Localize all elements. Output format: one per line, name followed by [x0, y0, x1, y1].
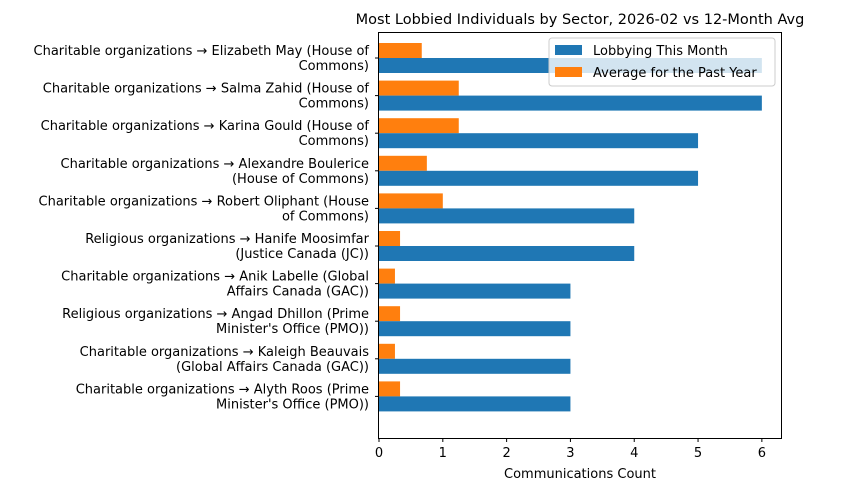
bar-past-year-avg: [379, 43, 422, 58]
y-tick-label: Charitable organizations → Salma Zahid (…: [43, 82, 370, 112]
bar-past-year-avg: [379, 381, 401, 397]
plot-area: [379, 43, 762, 412]
legend: Lobbying This Month Average for the Past…: [548, 37, 776, 87]
x-axis: 0 1 2 3 4 5 6: [375, 438, 766, 461]
bar-past-year-avg: [379, 118, 459, 134]
bar-past-year-avg: [379, 193, 443, 209]
y-tick-label: Charitable organizations → Alyth Roos (P…: [76, 382, 369, 412]
bar-this-month: [379, 246, 635, 261]
x-tick-label: 1: [439, 446, 447, 461]
bar-this-month: [379, 396, 571, 412]
x-tick-label: 0: [375, 446, 383, 461]
bar-this-month: [379, 208, 635, 224]
y-tick-label: Religious organizations → Hanife Moosimf…: [85, 232, 369, 262]
x-tick-label: 3: [566, 446, 574, 461]
bar-past-year-avg: [379, 306, 401, 322]
x-tick-label: 6: [758, 446, 766, 461]
bar-this-month: [379, 95, 762, 111]
bar-this-month: [379, 283, 571, 299]
legend-swatch-past-year: [555, 67, 582, 77]
bar-this-month: [379, 358, 571, 374]
legend-box: [548, 37, 776, 87]
bar-this-month: [379, 170, 699, 186]
bar-past-year-avg: [379, 155, 427, 171]
legend-swatch-this-month: [555, 45, 582, 55]
bar-past-year-avg: [379, 268, 395, 284]
y-tick-label: Charitable organizations → Kaleigh Beauv…: [80, 345, 370, 375]
y-axis: Charitable organizations → Elizabeth May…: [34, 44, 379, 412]
x-axis-label: Communications Count: [504, 467, 656, 482]
bar-past-year-avg: [379, 80, 459, 96]
y-tick-label: Charitable organizations → Karina Gould …: [41, 119, 370, 149]
bar-this-month: [379, 321, 571, 337]
y-tick-label: Charitable organizations → Elizabeth May…: [34, 44, 370, 74]
legend-label-past-year: Average for the Past Year: [593, 66, 757, 81]
bar-this-month: [379, 133, 699, 149]
x-tick-label: 2: [502, 446, 510, 461]
chart-title: Most Lobbied Individuals by Sector, 2026…: [356, 12, 805, 28]
y-tick-label: Charitable organizations → Alexandre Bou…: [61, 157, 370, 187]
y-tick-label: Charitable organizations → Anik Labelle …: [61, 270, 369, 300]
x-tick-label: 5: [694, 446, 702, 461]
bar-past-year-avg: [379, 343, 395, 359]
y-tick-label: Charitable organizations → Robert Olipha…: [39, 194, 369, 224]
x-tick-label: 4: [630, 446, 638, 461]
legend-label-this-month: Lobbying This Month: [593, 44, 728, 59]
bar-past-year-avg: [379, 231, 401, 246]
y-tick-label: Religious organizations → Angad Dhillon …: [62, 307, 369, 337]
plot-frame: [378, 32, 782, 439]
